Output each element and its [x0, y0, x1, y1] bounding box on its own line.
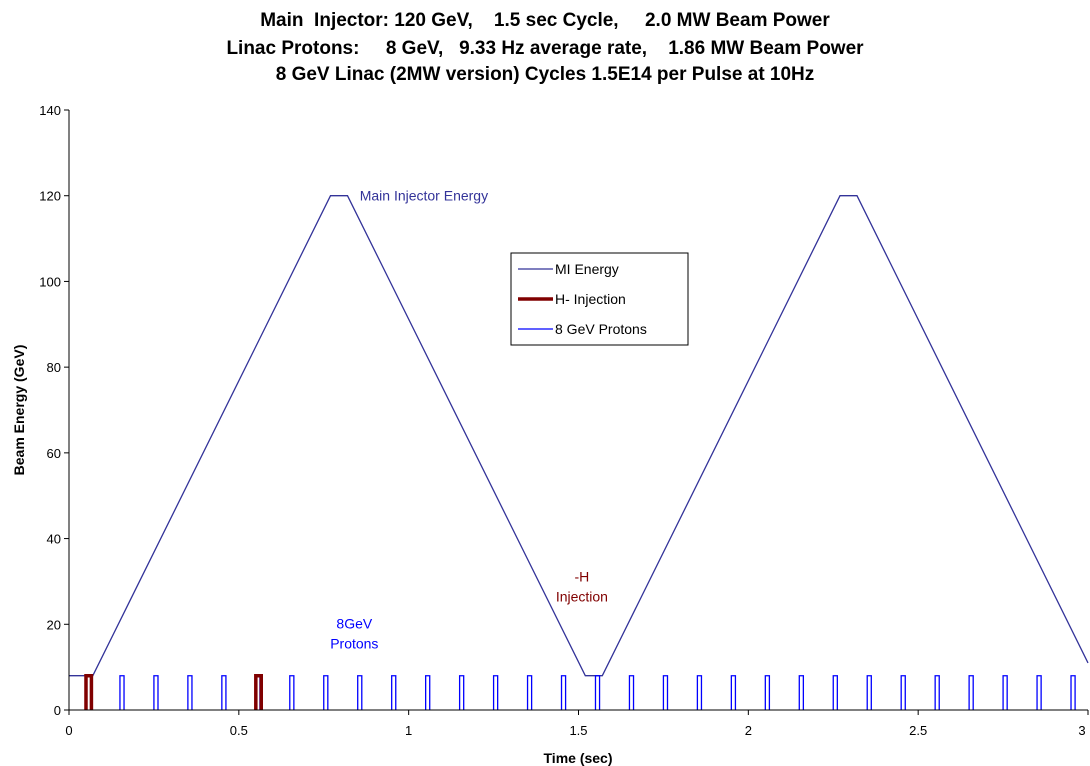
y-tick-label: 60 [47, 446, 61, 461]
x-tick-label: 3 [1078, 723, 1085, 738]
proton-pulse [866, 675, 872, 710]
tick-labels: 0 20 40 60 80 100 120 140 0 0.5 1 1.5 2 2.5 3 [39, 103, 1085, 738]
x-tick-label: 1 [405, 723, 412, 738]
y-tick-label: 40 [47, 532, 61, 547]
annotation-main-injector-energy: Main Injector Energy [360, 188, 488, 204]
y-axis-title: Beam Energy (GeV) [11, 345, 27, 476]
annotation-line: Injection [556, 588, 608, 604]
chart-title-line-1: Main Injector: 120 GeV, 1.5 sec Cycle, 2… [260, 10, 830, 31]
proton-pulse [119, 675, 125, 710]
proton-pulse [560, 675, 567, 710]
proton-pulse [526, 675, 533, 710]
proton-pulse [1036, 675, 1042, 710]
y-tick-label: 140 [39, 103, 61, 118]
proton-pulse [391, 675, 397, 710]
proton-pulse [357, 675, 363, 710]
proton-pulse [798, 675, 805, 710]
y-tick-label: 0 [54, 703, 61, 718]
proton-pulse [424, 675, 431, 710]
annotation-line: Protons [330, 636, 378, 652]
x-tick-label: 0.5 [230, 723, 248, 738]
h-injection-pulse [84, 673, 94, 710]
proton-pulse [458, 675, 465, 710]
x-tick-label: 1.5 [569, 723, 587, 738]
proton-pulse [730, 675, 737, 710]
mi-energy-line [69, 195, 1089, 677]
legend: MI Energy H- Injection 8 GeV Protons [510, 252, 689, 346]
legend-entry: H- Injection [555, 291, 626, 307]
proton-pulse [900, 675, 906, 710]
annotation-line: -H [575, 568, 590, 584]
annotations: Main Injector Energy 8GeV Protons -H Injecti… [330, 188, 608, 652]
proton-pulse [492, 675, 499, 710]
proton-pulse [289, 675, 295, 710]
proton-pulse [968, 675, 974, 710]
chart-title-line-2: Linac Protons: 8 GeV, 9.33 Hz average ra… [226, 38, 864, 59]
proton-pulse [934, 675, 940, 710]
chart-title-line-3: 8 GeV Linac (2MW version) Cycles 1.5E14 … [275, 64, 815, 85]
x-tick-label: 0 [65, 723, 72, 738]
legend-entry: MI Energy [555, 261, 619, 277]
proton-pulse [764, 675, 771, 710]
proton-pulse [696, 675, 703, 710]
proton-pulse [323, 675, 329, 710]
legend-entry: 8 GeV Protons [555, 321, 647, 337]
x-axis-title: Time (sec) [544, 750, 613, 766]
proton-pulse [187, 675, 193, 710]
axes [68, 110, 1088, 711]
y-tick-label: 20 [47, 617, 61, 632]
proton-pulse [1070, 675, 1076, 710]
proton-pulse [594, 675, 601, 710]
proton-pulse [628, 675, 635, 710]
x-tick-label: 2 [745, 723, 752, 738]
y-tick-label: 120 [39, 189, 61, 204]
proton-pulse [662, 675, 669, 710]
y-tick-label: 100 [39, 274, 61, 289]
x-tick-label: 2.5 [909, 723, 927, 738]
annotation-line: 8GeV [336, 616, 372, 632]
proton-pulse [221, 675, 227, 710]
proton-pulse [832, 675, 838, 710]
h-injection-pulse [254, 673, 264, 710]
proton-pulse [1002, 675, 1008, 710]
proton-pulse [153, 675, 159, 710]
y-tick-label: 80 [47, 360, 61, 375]
axis-ticks [64, 109, 1089, 715]
